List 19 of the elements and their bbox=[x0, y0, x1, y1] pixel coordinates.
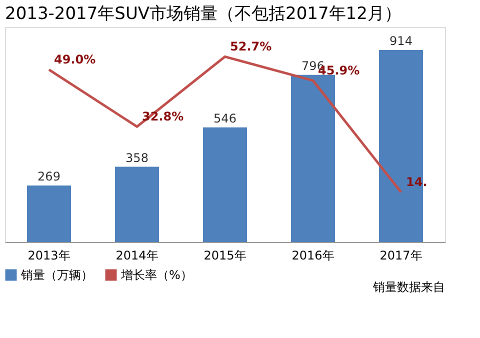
chart-title: 2013-2017年SUV市场销量（不包括2017年12月） bbox=[5, 4, 402, 24]
x-tick-label: 2015年 bbox=[204, 248, 246, 262]
x-tick-label: 2016年 bbox=[292, 248, 334, 262]
legend-label: 销量（万辆） bbox=[20, 268, 93, 282]
x-tick-label: 2014年 bbox=[116, 248, 158, 262]
data-label: 49.0% bbox=[54, 52, 96, 67]
data-label: 358 bbox=[126, 150, 148, 165]
data-label: 52.7% bbox=[230, 40, 272, 54]
bar bbox=[291, 74, 335, 242]
x-tick-label: 2017年 bbox=[380, 248, 422, 262]
text: 销量数据来自 bbox=[372, 280, 445, 294]
bar bbox=[203, 127, 247, 242]
x-tick-label: 2013年 bbox=[28, 248, 70, 262]
data-label: 914 bbox=[390, 34, 412, 48]
bar bbox=[115, 166, 159, 242]
data-label: 269 bbox=[38, 170, 60, 184]
legend-label: 增长率（%） bbox=[120, 268, 192, 282]
data-label: 546 bbox=[214, 111, 236, 126]
bar bbox=[27, 186, 71, 242]
